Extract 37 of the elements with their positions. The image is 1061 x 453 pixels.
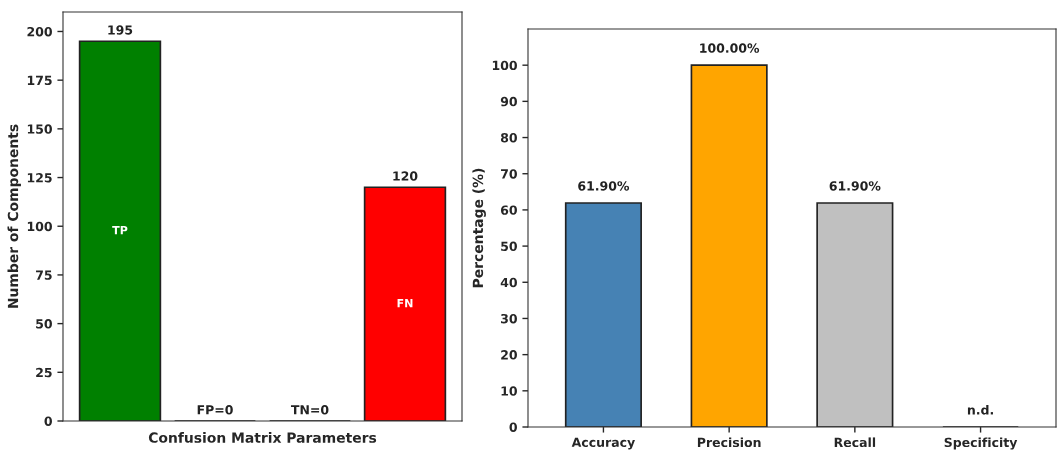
data-label: 195 xyxy=(108,25,133,35)
y-tick-label: 10 xyxy=(501,386,517,396)
y-tick-label: 75 xyxy=(36,270,52,280)
y-tick-label: 100 xyxy=(492,60,517,71)
y-tick-label: 80 xyxy=(500,133,517,143)
x-tick-label: Precision xyxy=(697,437,761,448)
y-tick-label: 30 xyxy=(501,313,517,324)
x-tick-label: Accuracy xyxy=(571,437,635,450)
x-axis-title: Confusion Matrix Parameters xyxy=(148,432,377,443)
y-tick-label: 50 xyxy=(36,319,52,329)
x-tick-label: Recall xyxy=(834,437,876,448)
annotation: FN xyxy=(397,299,413,308)
y-tick-label: 20 xyxy=(501,350,517,360)
y-tick-label: 60 xyxy=(500,205,517,215)
y-tick-label: 100 xyxy=(27,221,52,232)
data-label: FP=0 xyxy=(197,405,233,415)
annotation: TP xyxy=(112,226,128,235)
y-tick-label: 70 xyxy=(501,169,517,179)
y-tick-label: 200 xyxy=(27,26,52,37)
data-label: n.d. xyxy=(967,404,993,415)
y-tick-label: 175 xyxy=(27,75,52,86)
data-label: 100.00% xyxy=(700,43,760,53)
y-tick-label: 40 xyxy=(500,277,517,288)
y-tick-label: 90 xyxy=(500,96,517,107)
x-tick-label: Specificity xyxy=(944,437,1018,450)
data-label: 61.90% xyxy=(829,181,881,191)
y-tick-label: 0 xyxy=(509,422,517,432)
y-tick-label: 0 xyxy=(44,416,52,426)
y-tick-label: 25 xyxy=(36,367,52,378)
y-tick-label: 150 xyxy=(27,124,52,134)
y-axis-title: Number of Components xyxy=(7,124,21,308)
y-axis-title: Percentage (%) xyxy=(472,168,486,288)
data-label: 120 xyxy=(393,171,418,181)
y-tick-label: 50 xyxy=(501,241,517,252)
y-tick-label: 125 xyxy=(27,173,52,183)
data-label: 61.90% xyxy=(578,181,630,191)
data-label: TN=0 xyxy=(290,405,329,415)
